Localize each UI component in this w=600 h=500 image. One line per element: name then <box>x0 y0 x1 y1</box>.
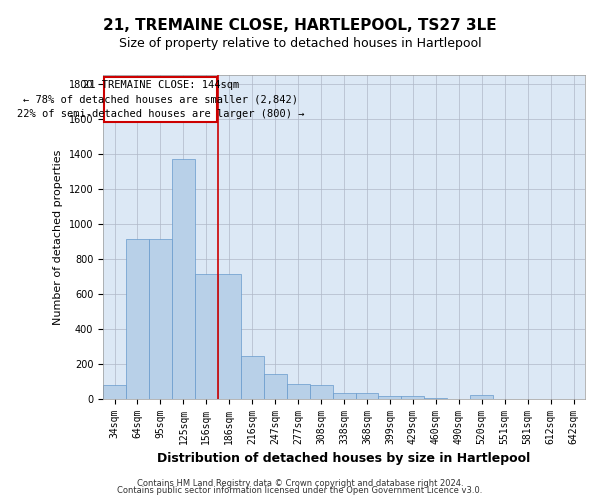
Text: Contains HM Land Registry data © Crown copyright and database right 2024.: Contains HM Land Registry data © Crown c… <box>137 478 463 488</box>
Bar <box>287 384 310 398</box>
Bar <box>126 240 149 398</box>
Bar <box>149 240 172 398</box>
Bar <box>356 394 379 398</box>
Bar <box>218 274 241 398</box>
Bar <box>104 76 217 122</box>
Y-axis label: Number of detached properties: Number of detached properties <box>53 149 63 324</box>
Bar <box>195 274 218 398</box>
Text: 21, TREMAINE CLOSE, HARTLEPOOL, TS27 3LE: 21, TREMAINE CLOSE, HARTLEPOOL, TS27 3LE <box>103 18 497 32</box>
Bar <box>401 396 424 398</box>
Bar <box>470 395 493 398</box>
Text: Contains public sector information licensed under the Open Government Licence v3: Contains public sector information licen… <box>118 486 482 495</box>
Text: Size of property relative to detached houses in Hartlepool: Size of property relative to detached ho… <box>119 38 481 51</box>
Bar <box>241 356 264 399</box>
Bar <box>103 384 126 398</box>
Bar <box>310 384 332 398</box>
Bar <box>264 374 287 398</box>
X-axis label: Distribution of detached houses by size in Hartlepool: Distribution of detached houses by size … <box>157 452 530 465</box>
Bar <box>379 396 401 398</box>
Bar <box>172 159 195 398</box>
Text: 21 TREMAINE CLOSE: 144sqm
← 78% of detached houses are smaller (2,842)
22% of se: 21 TREMAINE CLOSE: 144sqm ← 78% of detac… <box>17 80 305 120</box>
Bar <box>332 392 356 398</box>
